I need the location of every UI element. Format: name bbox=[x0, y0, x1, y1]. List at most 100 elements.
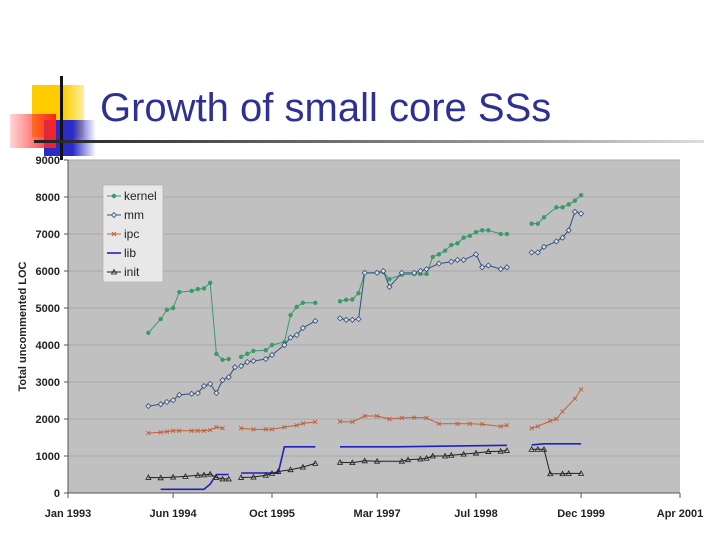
data-point bbox=[534, 446, 541, 452]
data-point bbox=[362, 413, 368, 419]
data-point bbox=[356, 291, 361, 296]
data-point bbox=[350, 297, 355, 302]
data-point bbox=[262, 355, 269, 363]
data-point bbox=[373, 457, 381, 464]
data-point bbox=[504, 422, 510, 428]
data-point bbox=[287, 466, 294, 473]
data-point bbox=[441, 452, 449, 459]
data-point bbox=[110, 268, 118, 275]
data-point bbox=[294, 304, 299, 310]
data-point bbox=[169, 473, 177, 480]
data-point bbox=[287, 334, 294, 341]
data-point bbox=[237, 474, 245, 480]
y-tick-label: 9000 bbox=[36, 155, 60, 167]
data-point bbox=[226, 356, 231, 362]
data-point bbox=[207, 280, 213, 286]
data-point bbox=[213, 474, 220, 480]
data-point bbox=[231, 364, 238, 371]
data-point bbox=[275, 468, 282, 474]
data-point bbox=[473, 229, 479, 235]
data-point bbox=[343, 316, 350, 323]
data-point bbox=[404, 456, 412, 463]
data-point bbox=[436, 252, 442, 257]
data-point bbox=[300, 421, 306, 426]
data-point bbox=[349, 316, 356, 323]
series-line bbox=[340, 444, 507, 448]
y-tick-label: 4000 bbox=[36, 340, 60, 352]
data-point bbox=[200, 383, 208, 390]
data-point bbox=[312, 317, 319, 325]
data-point bbox=[486, 228, 491, 233]
data-point bbox=[195, 428, 201, 434]
legend-label: mm bbox=[124, 208, 144, 222]
data-point bbox=[263, 347, 269, 353]
data-point bbox=[312, 460, 319, 466]
decor-horizontal-line bbox=[34, 140, 704, 143]
data-point bbox=[163, 398, 170, 406]
data-point bbox=[498, 424, 504, 429]
data-point bbox=[146, 430, 151, 436]
data-point bbox=[411, 415, 417, 420]
data-point bbox=[343, 297, 349, 303]
data-point bbox=[158, 316, 163, 322]
slide-title: Growth of small core SSs bbox=[100, 86, 552, 130]
data-point bbox=[417, 455, 424, 462]
series-init bbox=[145, 446, 585, 482]
data-point bbox=[411, 269, 418, 276]
legend-label: init bbox=[124, 265, 140, 279]
data-point bbox=[467, 233, 473, 239]
data-point bbox=[213, 390, 220, 397]
data-point bbox=[547, 418, 553, 424]
data-point bbox=[504, 231, 510, 237]
data-point bbox=[565, 470, 572, 476]
data-point bbox=[225, 475, 232, 482]
data-point bbox=[559, 234, 566, 241]
y-tick-label: 8000 bbox=[36, 192, 60, 204]
data-point bbox=[188, 390, 195, 397]
data-point bbox=[559, 470, 566, 477]
data-point bbox=[250, 473, 257, 480]
data-point bbox=[268, 351, 276, 359]
data-point bbox=[207, 380, 214, 387]
data-point bbox=[534, 249, 541, 256]
data-point bbox=[355, 316, 362, 323]
data-point bbox=[374, 269, 381, 276]
data-point bbox=[293, 331, 300, 339]
data-point bbox=[485, 448, 492, 454]
data-point bbox=[219, 475, 226, 482]
data-point bbox=[553, 238, 560, 245]
plot-area bbox=[68, 160, 680, 493]
data-point bbox=[194, 471, 201, 478]
data-point bbox=[201, 428, 207, 434]
data-point bbox=[269, 342, 275, 348]
data-point bbox=[288, 312, 293, 318]
y-tick-label: 1000 bbox=[36, 451, 60, 463]
data-point bbox=[164, 429, 170, 434]
data-point bbox=[535, 221, 541, 226]
data-point bbox=[540, 446, 548, 452]
data-point bbox=[503, 264, 510, 271]
legend-label: kernel bbox=[124, 189, 157, 203]
x-tick-label: Mar 1997 bbox=[354, 508, 401, 520]
data-point bbox=[572, 198, 578, 203]
data-point bbox=[214, 424, 219, 430]
data-point bbox=[207, 470, 214, 477]
data-point bbox=[423, 266, 430, 273]
series-line bbox=[531, 442, 582, 446]
data-point bbox=[336, 458, 344, 465]
data-point bbox=[194, 390, 201, 397]
data-point bbox=[460, 256, 467, 263]
data-point bbox=[251, 427, 256, 432]
data-point bbox=[547, 470, 554, 477]
data-point bbox=[262, 471, 269, 478]
data-point bbox=[238, 363, 245, 370]
data-point bbox=[268, 470, 276, 476]
data-point bbox=[299, 324, 306, 332]
data-point bbox=[269, 427, 275, 432]
legend-item-lib: lib bbox=[107, 246, 136, 260]
data-point bbox=[528, 249, 535, 256]
data-point bbox=[529, 425, 534, 431]
y-tick-label: 2000 bbox=[36, 414, 60, 426]
data-point bbox=[528, 446, 535, 452]
data-point bbox=[472, 251, 480, 258]
